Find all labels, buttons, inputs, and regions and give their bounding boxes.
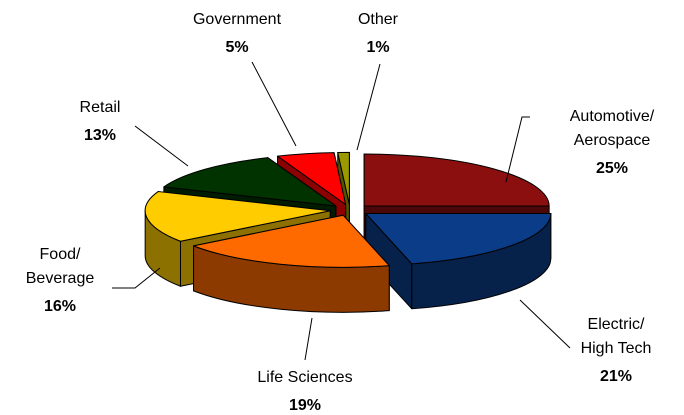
category-label: Electric/High Tech [581,316,652,357]
slice-top [163,157,337,207]
category-label: Government [193,11,282,28]
percent-label: 16% [44,298,76,315]
slice-top [193,214,390,268]
percent-label: 1% [366,39,389,56]
slice-top [337,151,350,205]
leader-line [356,63,381,151]
slice-top [277,152,347,206]
leader-line [112,267,161,289]
percent-label: 21% [600,368,632,385]
slice [365,212,552,310]
category-label: Food/Beverage [26,246,95,287]
percent-label: 25% [596,160,628,177]
leader-line [251,61,297,147]
slice-top [144,191,331,242]
percent-label: 19% [289,397,321,414]
leader-line [134,125,189,167]
slice [193,214,390,313]
slice-top [365,212,552,265]
category-label: Life Sciences [257,369,352,386]
category-label: Automotive/Aerospace [570,108,655,149]
category-label: Retail [80,99,121,116]
leader-line [304,317,313,361]
leader-line [519,299,571,349]
leader-line [505,116,530,183]
percent-label: 13% [84,127,116,144]
category-label: Other [358,11,399,28]
percent-label: 5% [225,39,248,56]
slice-top [363,153,550,207]
